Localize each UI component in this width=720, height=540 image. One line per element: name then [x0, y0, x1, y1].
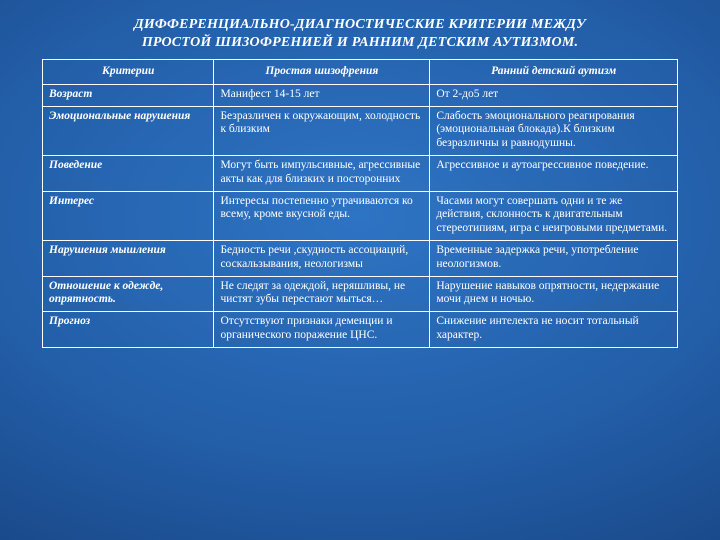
table-row: Прогноз Отсутствуют признаки деменции и …	[43, 312, 678, 348]
title-line-2: ПРОСТОЙ ШИЗОФРЕНИЕЙ И РАННИМ ДЕТСКИМ АУТ…	[142, 35, 578, 50]
cell-criteria: Прогноз	[43, 312, 214, 348]
cell-col3: Нарушение навыков опрятности, недержание…	[430, 276, 678, 312]
cell-criteria: Поведение	[43, 155, 214, 191]
cell-col3: От 2-до5 лет	[430, 84, 678, 106]
cell-col2: Могут быть импульсивные, агрессивные акт…	[214, 155, 430, 191]
table-row: Поведение Могут быть импульсивные, агрес…	[43, 155, 678, 191]
header-autism: Ранний детский аутизм	[430, 60, 678, 85]
cell-col3: Агрессивное и аутоагрессивное поведение.	[430, 155, 678, 191]
cell-criteria: Интерес	[43, 191, 214, 240]
header-criteria: Критерии	[43, 60, 214, 85]
header-schizophrenia: Простая шизофрения	[214, 60, 430, 85]
cell-col3: Часами могут совершать одни и те же дейс…	[430, 191, 678, 240]
table-row: Интерес Интересы постепенно утрачиваются…	[43, 191, 678, 240]
cell-col2: Бедность речи ,скудность ассоциаций, сос…	[214, 240, 430, 276]
table-row: Возраст Манифест 14-15 лет От 2-до5 лет	[43, 84, 678, 106]
cell-col2: Не следят за одеждой, неряшливы, не чист…	[214, 276, 430, 312]
cell-col2: Манифест 14-15 лет	[214, 84, 430, 106]
table-row: Нарушения мышления Бедность речи ,скудно…	[43, 240, 678, 276]
table-row: Эмоциональные нарушения Безразличен к ок…	[43, 106, 678, 155]
table-header-row: Критерии Простая шизофрения Ранний детск…	[43, 60, 678, 85]
cell-col2: Интересы постепенно утрачиваются ко всем…	[214, 191, 430, 240]
cell-col2: Безразличен к окружающим, холодность к б…	[214, 106, 430, 155]
cell-criteria: Эмоциональные нарушения	[43, 106, 214, 155]
cell-col3: Снижение интелекта не носит тотальный ха…	[430, 312, 678, 348]
cell-col3: Слабость эмоционального реагирования (эм…	[430, 106, 678, 155]
cell-col2: Отсутствуют признаки деменции и органиче…	[214, 312, 430, 348]
cell-criteria: Нарушения мышления	[43, 240, 214, 276]
cell-col3: Временные задержка речи, употребление не…	[430, 240, 678, 276]
cell-criteria: Отношение к одежде, опрятность.	[43, 276, 214, 312]
slide-title: ДИФФЕРЕНЦИАЛЬНО-ДИАГНОСТИЧЕСКИЕ КРИТЕРИИ…	[66, 16, 654, 51]
title-line-1: ДИФФЕРЕНЦИАЛЬНО-ДИАГНОСТИЧЕСКИЕ КРИТЕРИИ…	[134, 17, 586, 32]
table-row: Отношение к одежде, опрятность. Не следя…	[43, 276, 678, 312]
cell-criteria: Возраст	[43, 84, 214, 106]
comparison-table: Критерии Простая шизофрения Ранний детск…	[42, 59, 678, 348]
